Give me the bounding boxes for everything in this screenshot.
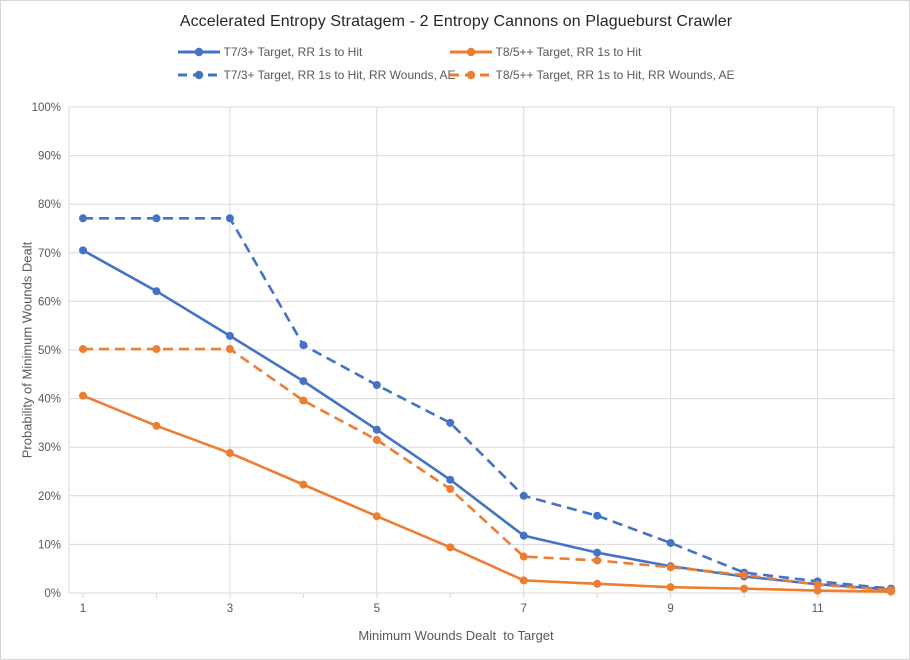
legend-item-series-1: T8/5++ Target, RR 1s to Hit	[449, 45, 735, 59]
data-point-marker	[152, 421, 161, 430]
legend-item-series-3: T8/5++ Target, RR 1s to Hit, RR Wounds, …	[449, 68, 735, 82]
data-point-marker	[740, 584, 749, 593]
gridlines	[69, 106, 894, 594]
legend-label: T8/5++ Target, RR 1s to Hit	[495, 45, 642, 59]
y-tick-label: 0%	[44, 588, 61, 600]
data-point-marker	[299, 396, 308, 405]
x-tick-label: 5	[374, 603, 380, 615]
x-tick-label: 3	[227, 603, 233, 615]
data-point-marker	[519, 491, 528, 500]
legend-marker-dot	[194, 47, 203, 57]
data-point-marker	[446, 418, 455, 427]
data-point-marker	[79, 214, 87, 223]
data-point-marker	[740, 571, 749, 580]
data-point-marker	[446, 475, 455, 484]
y-tick-label: 20%	[38, 491, 61, 503]
legend-line-marker-icon	[177, 70, 220, 80]
data-point-marker	[372, 380, 381, 389]
legend-line-marker-icon	[449, 70, 492, 80]
y-tick-label: 60%	[38, 296, 61, 308]
data-point-marker	[225, 449, 234, 458]
series-1	[79, 391, 895, 596]
data-point-marker	[79, 391, 87, 400]
y-tick-label: 100%	[32, 102, 61, 114]
legend-label: T8/5++ Target, RR 1s to Hit, RR Wounds, …	[495, 68, 735, 82]
series-0	[79, 246, 895, 594]
x-axis-title: Minimum Wounds Dealt to Target	[358, 628, 554, 643]
x-tick-label: 7	[521, 603, 527, 615]
legend-item-series-2: T7/3+ Target, RR 1s to Hit, RR Wounds, A…	[177, 68, 456, 82]
plot-border	[68, 106, 895, 594]
x-tick-label: 9	[667, 603, 673, 615]
data-point-marker	[519, 531, 528, 540]
x-tick-label: 1	[80, 603, 86, 615]
data-point-marker	[666, 563, 675, 572]
series-2	[79, 214, 895, 593]
legend-line-marker-icon	[177, 47, 220, 57]
data-point-marker	[299, 480, 308, 489]
legend: T7/3+ Target, RR 1s to Hit T8/5++ Target…	[1, 45, 909, 82]
y-tick-label: 90%	[38, 151, 61, 163]
data-point-marker	[299, 377, 308, 386]
data-point-marker	[593, 548, 602, 557]
data-point-marker	[79, 246, 87, 255]
series-3	[79, 345, 895, 595]
data-point-marker	[225, 214, 234, 223]
series-line	[83, 347, 892, 592]
data-point-marker	[225, 331, 234, 340]
legend-marker-dot	[466, 70, 475, 80]
data-point-marker	[593, 556, 602, 565]
legend-grid: T7/3+ Target, RR 1s to Hit T8/5++ Target…	[177, 45, 735, 82]
data-point-marker	[887, 586, 895, 595]
legend-marker-dot	[194, 70, 203, 80]
y-axis-title: Probability of Minimum Wounds Dealt	[19, 241, 35, 459]
legend-label: T7/3+ Target, RR 1s to Hit, RR Wounds, A…	[223, 68, 456, 82]
y-tick-label: 70%	[38, 248, 61, 260]
y-tick-label: 80%	[38, 199, 61, 211]
plot-border-rect	[68, 106, 895, 594]
legend-item-series-0: T7/3+ Target, RR 1s to Hit	[177, 45, 450, 59]
data-point-marker	[372, 435, 381, 444]
data-point-marker	[152, 345, 161, 354]
data-point-marker	[813, 580, 822, 589]
data-point-marker	[519, 576, 528, 585]
chart-title: Accelerated Entropy Stratagem - 2 Entrop…	[179, 13, 733, 30]
series-line	[83, 216, 892, 590]
x-tick-labels: 1 3 5 7 9 11	[80, 603, 824, 615]
data-series	[79, 214, 895, 596]
data-point-marker	[666, 538, 675, 547]
legend-marker-dot	[466, 47, 475, 57]
data-point-marker	[813, 586, 822, 595]
legend-label: T7/3+ Target, RR 1s to Hit	[223, 45, 363, 59]
data-point-marker	[446, 543, 455, 552]
data-point-marker	[666, 583, 675, 592]
data-point-marker	[152, 214, 161, 223]
y-tick-labels: 0% 10% 20% 30% 40% 50% 60% 70% 80% 90% 100%	[32, 102, 61, 600]
data-point-marker	[372, 425, 381, 434]
y-tick-label: 10%	[38, 539, 61, 551]
legend-line-marker-icon	[449, 47, 492, 57]
data-point-marker	[225, 345, 234, 354]
data-point-marker	[446, 484, 455, 493]
x-tick-label: 11	[812, 603, 824, 615]
data-point-marker	[299, 341, 308, 350]
y-tick-label: 50%	[38, 345, 61, 357]
y-tick-label: 30%	[38, 442, 61, 454]
data-point-marker	[519, 552, 528, 561]
data-point-marker	[152, 287, 161, 296]
y-tick-label: 40%	[38, 394, 61, 406]
data-point-marker	[79, 345, 87, 354]
series-line	[81, 394, 893, 593]
data-point-marker	[372, 512, 381, 521]
data-point-marker	[593, 511, 602, 520]
data-point-marker	[593, 579, 602, 588]
axis-tick-marks	[82, 593, 892, 598]
